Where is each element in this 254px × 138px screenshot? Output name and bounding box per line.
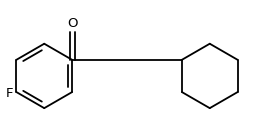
Text: O: O: [67, 17, 77, 30]
Text: F: F: [5, 87, 13, 100]
